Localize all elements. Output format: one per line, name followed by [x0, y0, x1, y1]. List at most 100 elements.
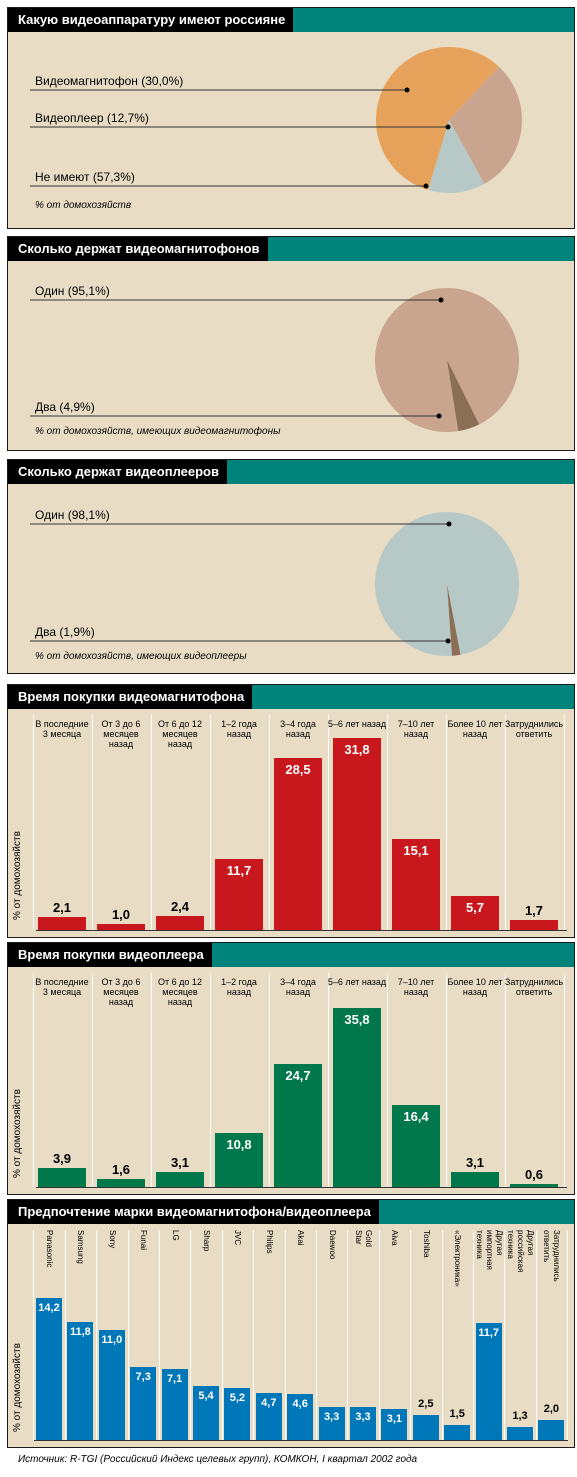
bar — [507, 1427, 533, 1440]
category-label: 5–6 лет назад — [327, 977, 387, 987]
category-label: От 6 до 12 месяцев назад — [158, 977, 202, 1007]
bar — [392, 838, 440, 930]
bar-value-label: 16,4 — [403, 1109, 429, 1124]
bar-value-label: 1,0 — [111, 906, 131, 922]
category-label: Затруднились ответить — [504, 719, 564, 739]
bar — [156, 1171, 204, 1187]
category-label: 7–10 лет назад — [397, 977, 435, 997]
leader-dot — [436, 413, 442, 419]
grid-line — [386, 973, 388, 1187]
bar-panel-brand-preference: Предпочтение марки видеомагнитофона/виде… — [7, 1199, 575, 1448]
bar-value-label: 1,6 — [111, 1162, 131, 1177]
bar-value-label: 3,9 — [52, 1150, 72, 1166]
grid-line — [563, 973, 565, 1187]
bar — [97, 1179, 145, 1187]
bar — [130, 1367, 157, 1440]
grid-line — [410, 1230, 412, 1440]
category-label: 7–10 лет назад — [397, 719, 435, 739]
grid-line — [284, 1230, 286, 1440]
bar-value-label: 2,5 — [418, 1398, 434, 1410]
bar-value-label: 1,3 — [512, 1410, 528, 1422]
panel-title: Время покупки видеомагнитофона — [8, 685, 253, 709]
category-label: Другая импортная техника — [474, 1230, 504, 1270]
pie-chart-vcr-count — [30, 287, 520, 432]
bar — [510, 1184, 558, 1187]
bar — [98, 1330, 125, 1440]
category-label: 1–2 года назад — [221, 719, 257, 739]
category-label: Затруднились ответить — [504, 977, 564, 997]
bar-value-label: 5,7 — [465, 899, 485, 915]
category-label: В последние 3 месяца — [35, 977, 89, 997]
grid-line — [504, 715, 506, 930]
category-label: Более 10 лет назад — [447, 719, 503, 739]
bar — [224, 1388, 251, 1440]
bar — [67, 1322, 94, 1440]
category-label: Funai — [139, 1230, 149, 1251]
bar — [538, 1420, 565, 1440]
bar — [451, 895, 499, 930]
grid-line — [209, 715, 211, 930]
pie-panel-equipment: Какую видеоаппаратуру имеют россияне Вид… — [7, 7, 575, 229]
panel-title: Сколько держат видеоплееров — [8, 460, 227, 484]
grid-line — [190, 1230, 192, 1440]
bar-panel-vcr-purchase: Время покупки видеомагнитофона % от домо… — [7, 684, 575, 938]
panel-header: Время покупки видеомагнитофона — [8, 685, 574, 709]
bar-value-label: 14,2 — [38, 1302, 60, 1314]
bar-value-label: 1,7 — [524, 902, 544, 918]
pie-slice — [449, 66, 522, 184]
category-label: Panasonic — [45, 1230, 54, 1268]
baseline — [36, 930, 567, 931]
grid-line — [378, 1230, 380, 1440]
grid-line — [268, 973, 270, 1187]
grid-line — [472, 1230, 474, 1440]
pie-chart-equipment — [30, 46, 522, 193]
bar — [215, 1133, 263, 1187]
bar — [193, 1386, 219, 1440]
bar — [318, 1407, 345, 1440]
pie-note: % от домохозяйств — [35, 200, 132, 211]
bar — [451, 1171, 499, 1187]
bar — [274, 1063, 322, 1187]
bar-value-label: 1,5 — [449, 1408, 465, 1420]
category-label: 1–2 года назад — [221, 977, 257, 997]
leader-dot — [404, 87, 410, 93]
bar — [510, 919, 558, 930]
baseline — [34, 1440, 568, 1441]
bar-value-label: 5,4 — [198, 1390, 214, 1402]
y-axis-label: % от домохозяйств — [12, 831, 23, 920]
bar — [274, 757, 322, 930]
category-label: Затруднились ответить — [542, 1230, 562, 1282]
pie-panel-player-count: Сколько держат видеоплееров Один (98,1%)… — [7, 459, 575, 674]
bar-value-label: 15,1 — [403, 842, 429, 858]
category-label: Gold Star — [354, 1230, 373, 1247]
bar-value-label: 7,1 — [166, 1373, 183, 1385]
bar-value-label: 3,1 — [170, 1154, 190, 1170]
category-label: От 6 до 12 месяцев назад — [158, 719, 202, 749]
category-label: Другая российская техника — [506, 1230, 535, 1273]
bar — [333, 738, 381, 930]
pie-label-one: Один (98,1%) — [35, 508, 110, 522]
bar-value-label: 2,4 — [170, 898, 190, 914]
panel-header: Время покупки видеоплеера — [8, 943, 574, 967]
leader-dot — [446, 521, 452, 527]
bar-value-label: 10,8 — [226, 1137, 252, 1152]
bar-value-label: 2,1 — [52, 900, 72, 916]
bar — [412, 1415, 439, 1440]
pie-slice — [375, 46, 499, 190]
pie-slice — [427, 120, 485, 193]
category-label: «Электроника» — [453, 1230, 463, 1287]
bar-value-label: 11,7 — [478, 1327, 499, 1339]
grid-line — [327, 715, 329, 930]
bar — [97, 923, 145, 930]
grid-line — [535, 1230, 537, 1440]
pie-panel-vcr-count: Сколько держат видеомагнитофонов Один (9… — [7, 236, 575, 451]
bar — [255, 1393, 282, 1440]
bar-value-label: 0,6 — [524, 1167, 544, 1182]
grid-line — [563, 715, 565, 930]
bar-value-label: 3,3 — [355, 1411, 371, 1423]
panel-header: Какую видеоаппаратуру имеют россияне — [8, 8, 574, 32]
source-note: Источник: R-TGI (Российский Индекс целев… — [18, 1454, 418, 1465]
category-label: Toshiba — [421, 1230, 431, 1258]
panel-header: Сколько держат видеомагнитофонов — [8, 237, 574, 261]
bar — [38, 917, 86, 930]
